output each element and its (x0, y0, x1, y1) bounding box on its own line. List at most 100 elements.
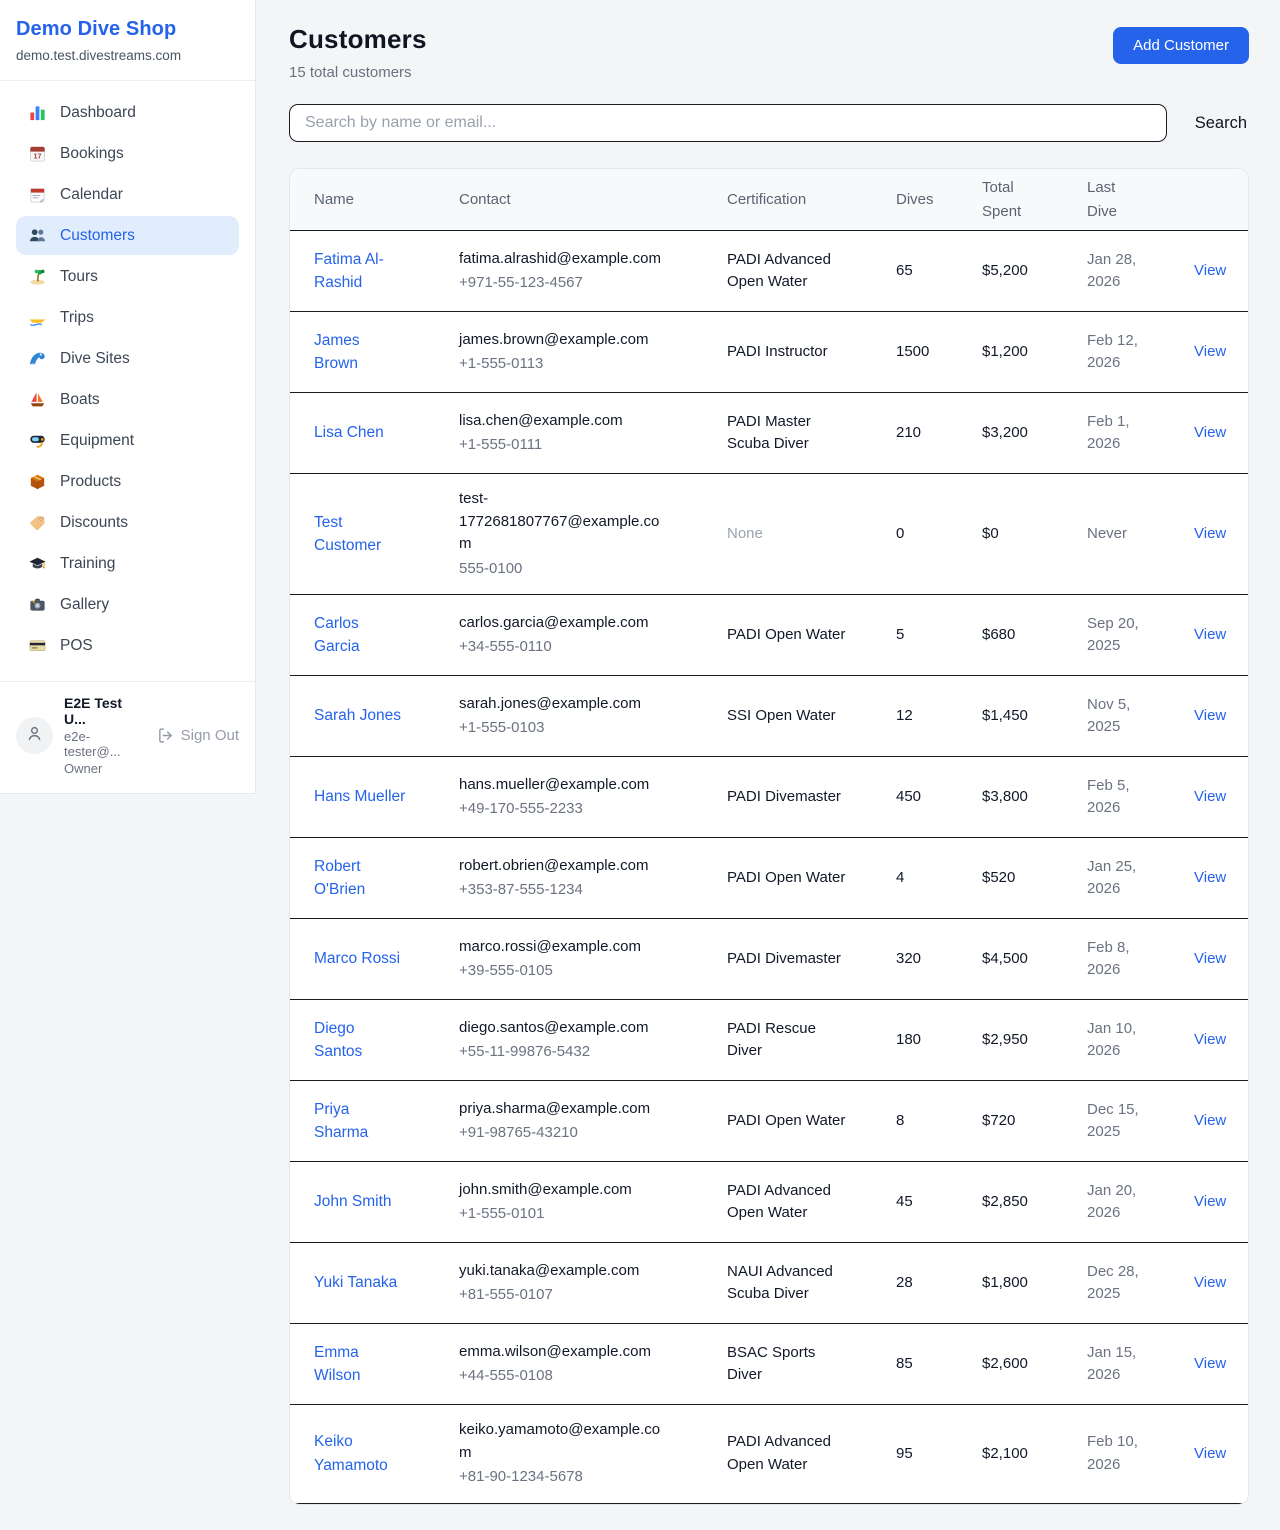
customer-name-link[interactable]: Marco Rossi (314, 950, 401, 968)
customer-name-link[interactable]: Sarah Jones (314, 707, 402, 725)
certification-cell: PADI Instructor (727, 342, 828, 360)
table-row: Keiko Yamamoto keiko.yamamoto@example.co… (290, 1405, 1248, 1504)
certification-cell: NAUI Advanced Scuba Diver (727, 1262, 833, 1303)
certification-cell: None (727, 524, 763, 542)
total-spent-cell: $2,950 (982, 1030, 1028, 1048)
certification-cell: PADI Advanced Open Water (727, 1433, 831, 1473)
sidebar-item-label: Tours (60, 267, 98, 285)
contact-cell: hans.mueller@example.com +49-170-555-223… (459, 774, 727, 821)
total-spent-cell: $2,850 (982, 1192, 1028, 1210)
calendar-icon (28, 185, 47, 204)
table-row: Emma Wilson emma.wilson@example.com +44-… (290, 1324, 1248, 1405)
total-spent-cell: $2,600 (982, 1354, 1028, 1372)
view-customer-link[interactable]: View (1194, 706, 1227, 724)
view-customer-link[interactable]: View (1194, 261, 1227, 279)
sidebar-item[interactable]: Products (16, 462, 239, 501)
dives-cell: 65 (896, 261, 913, 279)
total-spent-cell: $0 (982, 524, 999, 542)
person-icon (25, 724, 44, 748)
dive-sites-icon (28, 349, 47, 368)
add-customer-button[interactable]: Add Customer (1113, 27, 1249, 64)
total-spent-cell: $4,500 (982, 949, 1028, 967)
last-dive-cell: Feb 10, 2026 (1087, 1433, 1138, 1473)
view-customer-link[interactable]: View (1194, 787, 1227, 805)
customer-name-link[interactable]: Hans Mueller (314, 788, 406, 806)
total-spent-cell: $5,200 (982, 261, 1028, 279)
certification-cell: PADI Rescue Diver (727, 1019, 816, 1060)
bookings-icon: 17 (28, 144, 47, 163)
dives-cell: 45 (896, 1192, 913, 1210)
logout-icon (157, 727, 174, 744)
customers-table: Name Contact Certification Dives Total S… (289, 168, 1249, 1505)
view-customer-link[interactable]: View (1194, 1444, 1227, 1462)
training-icon (28, 554, 47, 573)
view-customer-link[interactable]: View (1194, 1192, 1227, 1210)
search-button[interactable]: Search (1193, 110, 1249, 137)
sidebar-item-label: Discounts (60, 513, 129, 531)
sidebar-item[interactable]: Boats (16, 380, 239, 419)
sidebar-item[interactable]: POS (16, 626, 239, 665)
last-dive-cell: Feb 12, 2026 (1087, 331, 1138, 372)
customer-name-link[interactable]: Yuki Tanaka (314, 1274, 398, 1292)
total-spent-cell: $3,200 (982, 423, 1028, 441)
sidebar-item[interactable]: 17 Bookings (16, 134, 239, 173)
sidebar-item[interactable]: Dive Sites (16, 339, 239, 378)
view-customer-link[interactable]: View (1194, 524, 1227, 542)
customer-name-link[interactable]: Lisa Chen (314, 424, 384, 442)
view-customer-link[interactable]: View (1194, 423, 1227, 441)
sidebar-item[interactable]: Equipment (16, 421, 239, 460)
last-dive-cell: Jan 20, 2026 (1087, 1181, 1137, 1222)
customer-name-link[interactable]: Test Customer (314, 513, 382, 555)
customer-name-link[interactable]: Diego Santos (314, 1019, 363, 1061)
sidebar-item[interactable]: Customers (16, 216, 239, 255)
customer-name-link[interactable]: Keiko Yamamoto (314, 1433, 388, 1474)
customer-name-link[interactable]: John Smith (314, 1193, 392, 1211)
certification-cell: PADI Open Water (727, 868, 846, 886)
customer-phone: +81-90-1234-5678 (459, 1468, 583, 1485)
sidebar-item[interactable]: Discounts (16, 503, 239, 542)
view-customer-link[interactable]: View (1194, 1030, 1227, 1048)
gallery-icon (28, 595, 47, 614)
sidebar-item[interactable]: Gallery (16, 585, 239, 624)
certification-cell: PADI Divemaster (727, 787, 841, 805)
view-customer-link[interactable]: View (1194, 868, 1227, 886)
sidebar-item[interactable]: Calendar (16, 175, 239, 214)
customer-name-link[interactable]: Emma Wilson (314, 1343, 361, 1385)
table-row: Robert O'Brien robert.obrien@example.com… (290, 838, 1248, 919)
sidebar: Demo Dive Shop demo.test.divestreams.com… (0, 0, 256, 794)
sidebar-item[interactable]: Dashboard (16, 93, 239, 132)
table-row: Marco Rossi marco.rossi@example.com +39-… (290, 919, 1248, 1000)
sign-out-button[interactable]: Sign Out (157, 727, 239, 744)
total-spent-cell: $1,800 (982, 1273, 1028, 1291)
customer-phone: +81-555-0107 (459, 1286, 553, 1303)
table-row: Hans Mueller hans.mueller@example.com +4… (290, 757, 1248, 838)
customer-name-link[interactable]: James Brown (314, 331, 360, 373)
customer-name-link[interactable]: Robert O'Brien (314, 857, 366, 899)
view-customer-link[interactable]: View (1194, 342, 1227, 360)
sidebar-item[interactable]: Training (16, 544, 239, 583)
view-customer-link[interactable]: View (1194, 1273, 1227, 1291)
search-input[interactable] (289, 104, 1167, 142)
contact-cell: james.brown@example.com +1-555-0113 (459, 329, 727, 376)
table-body: Fatima Al-Rashid fatima.alrashid@example… (290, 231, 1248, 1504)
search-row: Search (289, 104, 1249, 142)
view-customer-link[interactable]: View (1194, 1111, 1227, 1129)
dives-cell: 8 (896, 1111, 905, 1129)
main-content: Customers 15 total customers Add Custome… (256, 0, 1280, 1530)
view-customer-link[interactable]: View (1194, 625, 1227, 643)
customer-name-link[interactable]: Fatima Al-Rashid (314, 250, 384, 292)
view-customer-link[interactable]: View (1194, 949, 1227, 967)
last-dive-cell: Nov 5, 2025 (1087, 695, 1131, 736)
sidebar-item[interactable]: Tours (16, 257, 239, 296)
certification-cell: PADI Master Scuba Diver (727, 412, 811, 453)
sidebar-nav: Dashboard 17 Bookings Calendar Customers… (0, 81, 255, 681)
dives-cell: 12 (896, 706, 913, 724)
last-dive-cell: Dec 15, 2025 (1087, 1100, 1139, 1141)
customer-email: lisa.chen@example.com (459, 411, 623, 429)
sidebar-item[interactable]: Trips (16, 298, 239, 337)
customer-name-link[interactable]: Carlos Garcia (314, 614, 360, 656)
view-customer-link[interactable]: View (1194, 1354, 1227, 1372)
customer-name-link[interactable]: Priya Sharma (314, 1100, 369, 1142)
customer-email: robert.obrien@example.com (459, 856, 649, 874)
customer-phone: +971-55-123-4567 (459, 274, 583, 291)
